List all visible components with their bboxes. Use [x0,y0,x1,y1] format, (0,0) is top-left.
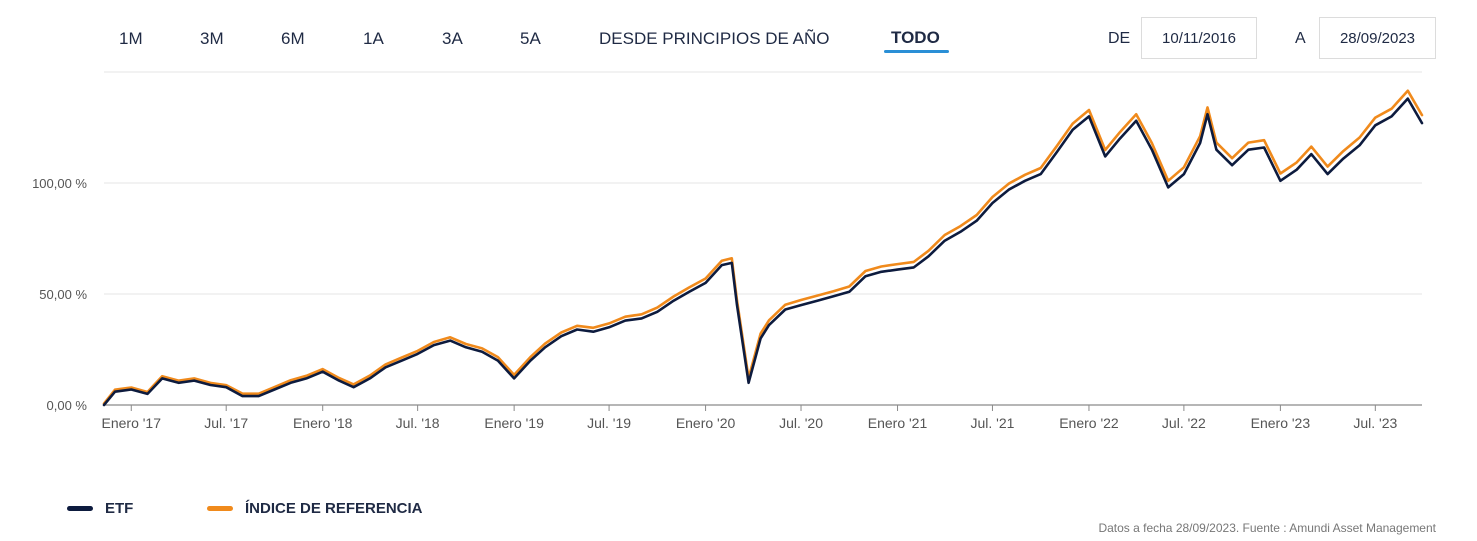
x-tick-label: Jul. '17 [204,415,248,431]
series-line-etf [102,97,1424,407]
active-range-underline [884,50,949,53]
x-tick-label: Enero '19 [484,415,544,431]
legend-item-etf[interactable]: ETF [67,500,133,517]
chart-series [102,89,1424,407]
performance-chart: 0,00 %50,00 %100,00 % Enero '17 Jul. '17 E… [32,71,1424,431]
x-tick-label: Enero '23 [1251,415,1311,431]
y-tick-label: 100,00 % [32,176,87,191]
range-button-5a[interactable]: 5A [520,29,541,48]
chart-legend: ETF ÍNDICE DE REFERENCIA [0,500,700,524]
range-button-6m[interactable]: 6M [281,29,305,48]
legend-swatch-etf [67,506,93,511]
from-date-input[interactable] [1141,17,1257,59]
x-tick-label: Enero '22 [1059,415,1119,431]
range-button-3a[interactable]: 3A [442,29,463,48]
x-tick-label: Jul. '21 [970,415,1014,431]
x-axis-labels: Enero '17 Jul. '17 Enero '18 Jul. '18 Enero … [102,405,1397,431]
range-button-ytd[interactable]: DESDE PRINCIPIOS DE AÑO [599,29,830,48]
x-tick-label: Jul. '23 [1353,415,1397,431]
series-line-index [102,89,1424,405]
x-tick-label: Jul. '19 [587,415,631,431]
range-selector: 1M 3M 6M 1A 3A 5A DESDE PRINCIPIOS DE AÑ… [0,0,1477,80]
from-date-label: DE [1108,30,1131,47]
x-tick-label: Jul. '22 [1162,415,1206,431]
x-tick-label: Enero '21 [868,415,928,431]
x-tick-label: Enero '18 [293,415,353,431]
x-tick-label: Enero '17 [102,415,162,431]
x-tick-label: Enero '20 [676,415,736,431]
legend-item-index[interactable]: ÍNDICE DE REFERENCIA [207,500,423,517]
to-date-label: A [1295,30,1306,47]
y-tick-label: 50,00 % [39,287,87,302]
x-tick-label: Jul. '18 [396,415,440,431]
legend-swatch-index [207,506,233,511]
to-date-input[interactable] [1319,17,1436,59]
chart-gridlines [104,71,1422,406]
range-button-todo[interactable]: TODO [891,28,940,47]
range-button-3m[interactable]: 3M [200,29,224,48]
y-tick-label: 0,00 % [47,398,88,413]
range-button-1a[interactable]: 1A [363,29,384,48]
range-button-1m[interactable]: 1M [119,29,143,48]
source-footnote: Datos a fecha 28/09/2023. Fuente : Amund… [1098,521,1436,535]
legend-label-index: ÍNDICE DE REFERENCIA [245,500,423,517]
y-axis-labels: 0,00 % 50,00 % 100,00 % [32,176,87,413]
legend-label-etf: ETF [105,500,134,517]
x-tick-label: Jul. '20 [779,415,823,431]
